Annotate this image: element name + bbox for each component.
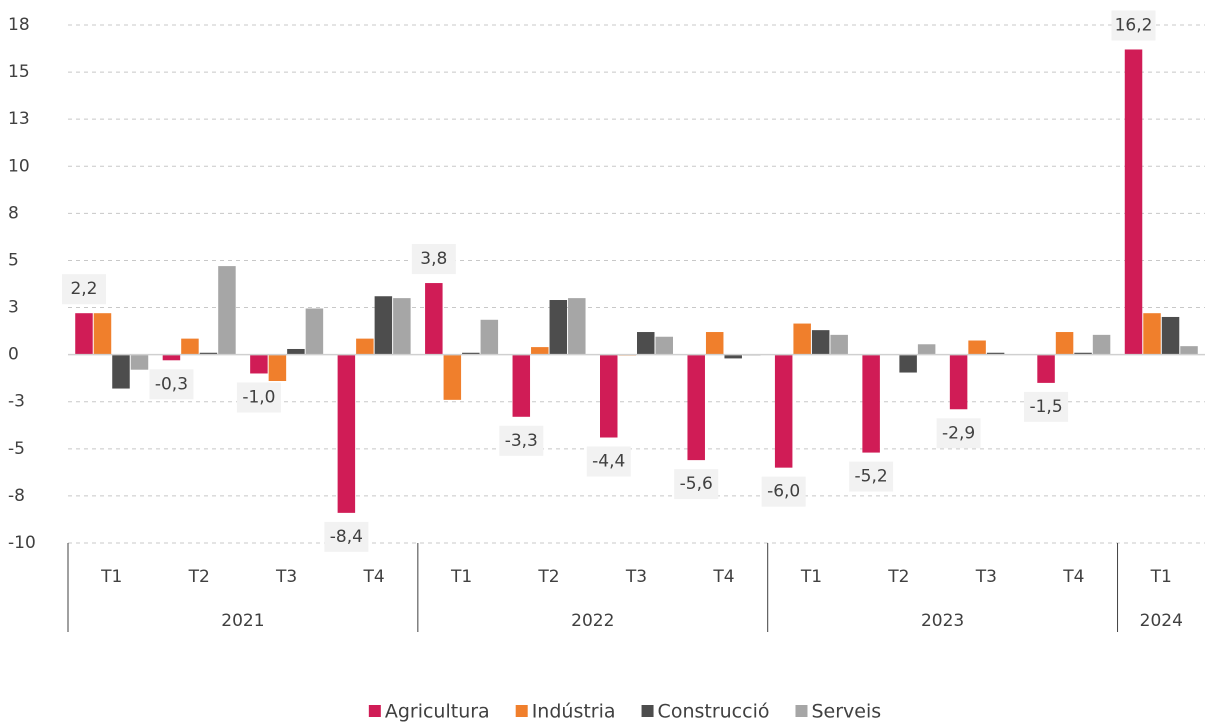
bar	[306, 308, 324, 354]
x-tick-label: T1	[1150, 567, 1172, 587]
bar	[356, 339, 374, 355]
bar	[287, 349, 305, 355]
bar	[375, 296, 393, 354]
legend-swatch	[369, 705, 381, 717]
x-tick-label: T3	[625, 567, 647, 587]
data-label: -2,9	[942, 423, 975, 443]
legend-label: Indústria	[532, 701, 616, 723]
data-label: 2,2	[70, 279, 97, 299]
y-tick-label: 13	[8, 109, 30, 129]
x-tick-label: T2	[188, 567, 210, 587]
bar	[269, 355, 287, 381]
legend-label: Construcció	[658, 701, 770, 723]
bar	[550, 300, 568, 355]
data-label: -3,3	[505, 431, 538, 451]
y-tick-label: 10	[8, 156, 30, 176]
x-group-label: 2022	[571, 611, 614, 631]
y-tick-label: -3	[8, 392, 25, 412]
data-label: 3,8	[420, 249, 447, 269]
data-label: -0,3	[155, 374, 188, 394]
x-tick-label: T2	[537, 567, 559, 587]
x-tick-label: T4	[363, 567, 385, 587]
x-tick-label: T1	[450, 567, 472, 587]
y-tick-label: 15	[8, 62, 30, 82]
bar	[425, 283, 443, 355]
x-tick-label: T1	[800, 567, 822, 587]
x-group-label: 2021	[221, 611, 264, 631]
y-tick-label: -5	[8, 439, 25, 459]
bar	[918, 344, 936, 354]
bar	[1162, 317, 1180, 355]
bar	[1180, 346, 1198, 354]
bar	[830, 335, 848, 355]
x-tick-label: T3	[275, 567, 297, 587]
x-tick-label: T1	[100, 567, 122, 587]
y-tick-label: 8	[8, 203, 19, 223]
bar	[250, 355, 268, 374]
data-label: -1,5	[1029, 397, 1062, 417]
bar	[656, 337, 674, 355]
bar	[862, 355, 880, 453]
bar	[75, 313, 93, 354]
bar	[1056, 332, 1074, 355]
bar	[131, 355, 149, 370]
bar	[706, 332, 724, 355]
data-label: -6,0	[767, 482, 800, 502]
bar	[1143, 313, 1161, 354]
data-label: -5,6	[680, 474, 713, 494]
x-tick-label: T4	[1062, 567, 1084, 587]
bar	[568, 298, 586, 355]
y-tick-label: 0	[8, 345, 19, 365]
bar	[1093, 335, 1111, 355]
bar	[950, 355, 968, 410]
bar	[531, 347, 549, 355]
data-label: -4,4	[592, 452, 625, 472]
bar	[775, 355, 793, 468]
legend-swatch	[516, 705, 528, 717]
data-label: 16,2	[1115, 15, 1153, 35]
data-label: -8,4	[330, 527, 363, 547]
legend-swatch	[642, 705, 654, 717]
bar	[338, 355, 356, 513]
data-label: -1,0	[242, 387, 275, 407]
bar	[687, 355, 705, 460]
bar	[393, 298, 411, 355]
bar	[637, 332, 655, 355]
bar	[812, 330, 830, 354]
bar	[218, 266, 236, 355]
bar	[968, 341, 986, 355]
bar	[513, 355, 531, 417]
bar	[181, 339, 199, 355]
bar	[94, 313, 112, 354]
bar	[1125, 49, 1143, 354]
y-tick-label: -8	[8, 486, 25, 506]
bar	[112, 355, 130, 389]
x-tick-label: T4	[712, 567, 734, 587]
y-tick-label: 18	[8, 15, 30, 35]
x-tick-label: T2	[887, 567, 909, 587]
x-tick-label: T3	[975, 567, 997, 587]
bar	[793, 324, 811, 355]
x-group-label: 2024	[1140, 611, 1183, 631]
y-tick-label: 5	[8, 250, 19, 270]
bar	[899, 355, 917, 373]
legend-label: Serveis	[811, 701, 881, 723]
legend-swatch	[795, 705, 807, 717]
legend-label: Agricultura	[385, 701, 490, 723]
bar	[1037, 355, 1055, 383]
bar	[444, 355, 462, 400]
bar	[163, 355, 181, 361]
legend: Agricultura Indústria Construcció Serveis	[369, 701, 881, 723]
bar	[481, 320, 499, 355]
bar	[600, 355, 618, 438]
y-tick-label: 3	[8, 298, 19, 318]
y-tick-label: -10	[8, 533, 36, 553]
data-label: -5,2	[855, 467, 888, 487]
x-group-label: 2023	[921, 611, 964, 631]
